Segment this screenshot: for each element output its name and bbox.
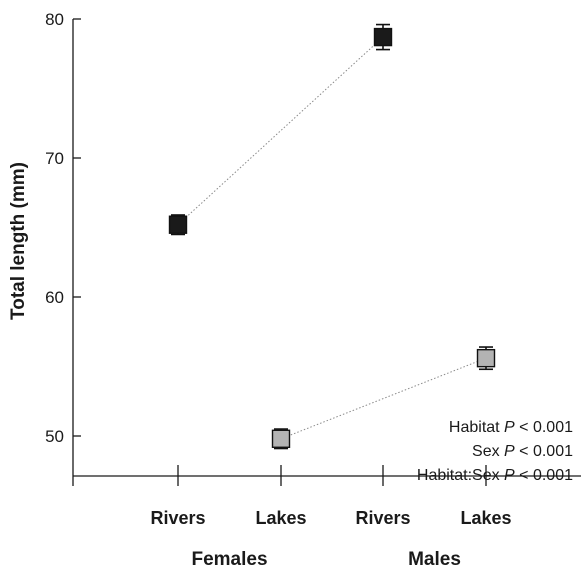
- y-tick-label-50: 50: [45, 427, 64, 446]
- y-tick-label-80: 80: [45, 10, 64, 29]
- annotation-p-symbol: P: [504, 419, 515, 436]
- annotation-suffix: < 0.001: [515, 443, 573, 460]
- axis-labels: Total length (mm): [8, 162, 29, 320]
- square-marker: [168, 215, 188, 234]
- square-marker: [476, 348, 496, 368]
- annotation-prefix: Habitat: [449, 419, 504, 436]
- x-tick-label-lakes: Lakes: [460, 508, 511, 528]
- axes: 50 60 70 80 Rivers Lakes Rivers Lakes Females Mal…: [45, 10, 581, 570]
- annotation-2: Habitat:Sex P < 0.001: [417, 467, 573, 484]
- annotation-prefix: Habitat:Sex: [417, 467, 504, 484]
- data-point: [373, 23, 393, 51]
- data-point: [168, 214, 188, 236]
- x-tick-label-lakes: Lakes: [255, 508, 306, 528]
- data-point: [476, 346, 496, 371]
- annotation-suffix: < 0.001: [515, 467, 573, 484]
- x-tick-label-rivers: Rivers: [150, 508, 205, 528]
- square-marker: [271, 429, 291, 448]
- series-0-connector: [177, 36, 384, 226]
- group-label-females: Females: [191, 549, 267, 570]
- data-point: [271, 428, 291, 450]
- y-tick-label-60: 60: [45, 288, 64, 307]
- annotation-0: Habitat P < 0.001: [449, 419, 573, 436]
- x-tick-label-rivers: Rivers: [355, 508, 410, 528]
- connector-lines: [177, 36, 487, 440]
- annotation-prefix: Sex: [472, 443, 504, 460]
- group-label-males: Males: [408, 549, 461, 570]
- square-marker: [373, 27, 393, 47]
- data-points: [168, 23, 496, 450]
- annotation-p-symbol: P: [504, 443, 515, 460]
- y-axis-label: Total length (mm): [8, 162, 29, 320]
- annotation-p-symbol: P: [504, 467, 515, 484]
- annotation-suffix: < 0.001: [515, 419, 573, 436]
- annotation-1: Sex P < 0.001: [472, 443, 573, 460]
- y-tick-label-70: 70: [45, 149, 64, 168]
